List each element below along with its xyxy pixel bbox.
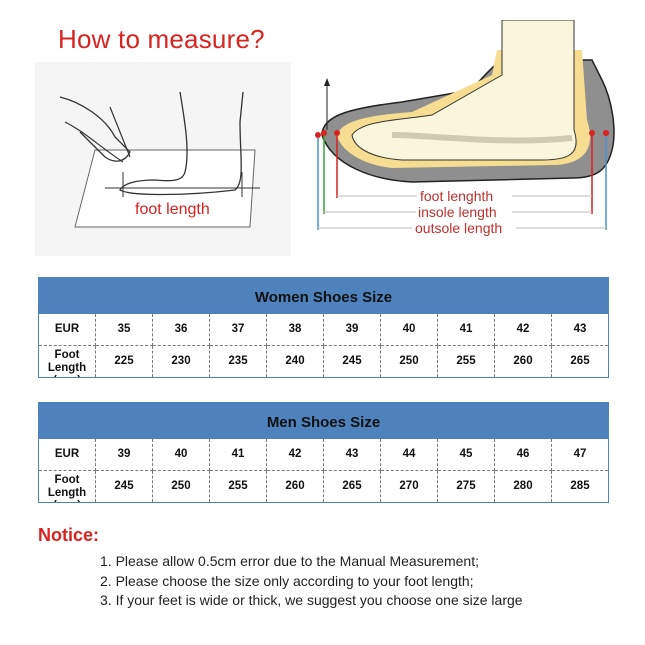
eur-cell: 43: [551, 313, 609, 346]
outsole-length-dimension-label: outsole length: [415, 220, 502, 236]
row-label-foot-length: Foot Length (mm): [47, 349, 87, 377]
women-table-title: Women Shoes Size: [38, 277, 609, 314]
eur-cell: 45: [437, 438, 495, 471]
table-row: Foot Length (mm) 245 250 255 260 265 270…: [38, 470, 609, 503]
eur-cell: 38: [266, 313, 324, 346]
mm-cell: 260: [494, 345, 552, 378]
mm-cell: 225: [95, 345, 153, 378]
row-label-foot-length: Foot Length (mm): [47, 474, 87, 502]
eur-cell: 47: [551, 438, 609, 471]
notice-heading: Notice:: [38, 525, 100, 545]
mm-cell: 240: [266, 345, 324, 378]
mm-cell: 265: [551, 345, 609, 378]
table-row: Foot Length (mm) 225 230 235 240 245 250…: [38, 345, 609, 378]
mm-cell: 280: [494, 470, 552, 503]
mm-cell: 230: [152, 345, 210, 378]
table-row: EUR 35 36 37 38 39 40 41 42 43: [38, 313, 609, 346]
eur-cell: 37: [209, 313, 267, 346]
mm-cell: 235: [209, 345, 267, 378]
row-label-eur: EUR: [38, 438, 96, 471]
eur-cell: 40: [152, 438, 210, 471]
eur-cell: 39: [323, 313, 381, 346]
eur-cell: 35: [95, 313, 153, 346]
row-label-eur: EUR: [38, 313, 96, 346]
page-title: How to measure?: [58, 24, 265, 54]
foot-length-dimension-label: foot lenghth: [420, 188, 493, 204]
men-size-table: Men Shoes Size EUR 39 40 41 42 43 44 45 …: [38, 402, 609, 503]
eur-cell: 42: [266, 438, 324, 471]
table-row: EUR 39 40 41 42 43 44 45 46 47: [38, 438, 609, 471]
eur-cell: 36: [152, 313, 210, 346]
women-size-table: Women Shoes Size EUR 35 36 37 38 39 40 4…: [38, 277, 609, 378]
eur-cell: 44: [380, 438, 438, 471]
mm-cell: 250: [152, 470, 210, 503]
insole-length-dimension-label: insole length: [418, 204, 497, 220]
mm-cell: 275: [437, 470, 495, 503]
mm-cell: 250: [380, 345, 438, 378]
eur-cell: 42: [494, 313, 552, 346]
eur-cell: 46: [494, 438, 552, 471]
notice-item: 2. Please choose the size only according…: [100, 572, 474, 589]
mm-cell: 245: [323, 345, 381, 378]
mm-cell: 285: [551, 470, 609, 503]
eur-cell: 41: [437, 313, 495, 346]
notice-list: 1. Please allow 0.5cm error due to the M…: [100, 553, 523, 612]
foot-measure-illustration: foot length: [35, 62, 291, 256]
eur-cell: 41: [209, 438, 267, 471]
mm-cell: 270: [380, 470, 438, 503]
notice-item: 3. If your feet is wide or thick, we sug…: [100, 592, 523, 608]
shoe-cross-section-illustration: foot lenghth insole length outsole lengt…: [312, 19, 632, 250]
mm-cell: 245: [95, 470, 153, 503]
foot-length-label: foot length: [135, 201, 210, 218]
notice-item: 1. Please allow 0.5cm error due to the M…: [100, 553, 479, 569]
mm-cell: 260: [266, 470, 324, 503]
men-table-title: Men Shoes Size: [38, 402, 609, 439]
mm-cell: 255: [209, 470, 267, 503]
eur-cell: 40: [380, 313, 438, 346]
eur-cell: 43: [323, 438, 381, 471]
mm-cell: 255: [437, 345, 495, 378]
mm-cell: 265: [323, 470, 381, 503]
eur-cell: 39: [95, 438, 153, 471]
